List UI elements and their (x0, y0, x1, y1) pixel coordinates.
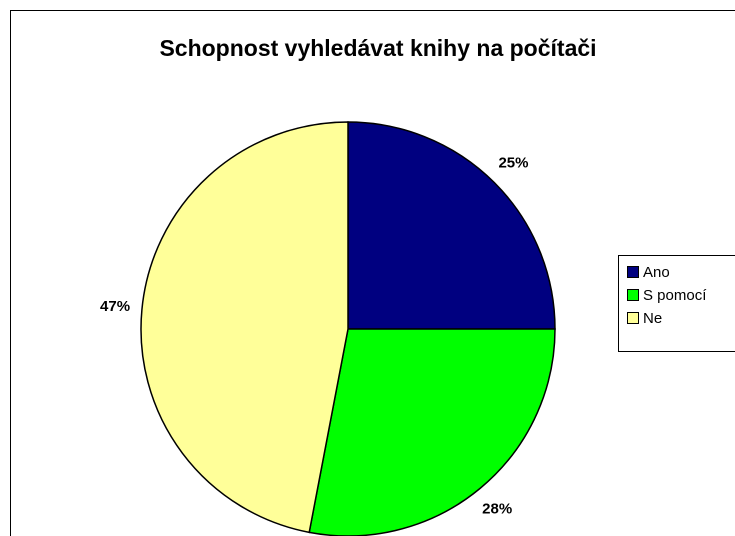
legend-label: S pomocí (643, 287, 707, 304)
legend-key (627, 289, 639, 301)
value-label: 25% (498, 155, 528, 172)
legend-key (627, 312, 639, 324)
value-label: 47% (100, 298, 130, 315)
chart-title: Schopnost vyhledávat knihy na počítači (159, 35, 596, 61)
pie-slice (347, 121, 556, 330)
legend-key (627, 266, 639, 278)
legend-label: Ne (643, 310, 662, 327)
legend-label: Ano (643, 264, 670, 281)
pie-slice (140, 121, 349, 534)
value-label: 28% (482, 500, 512, 517)
